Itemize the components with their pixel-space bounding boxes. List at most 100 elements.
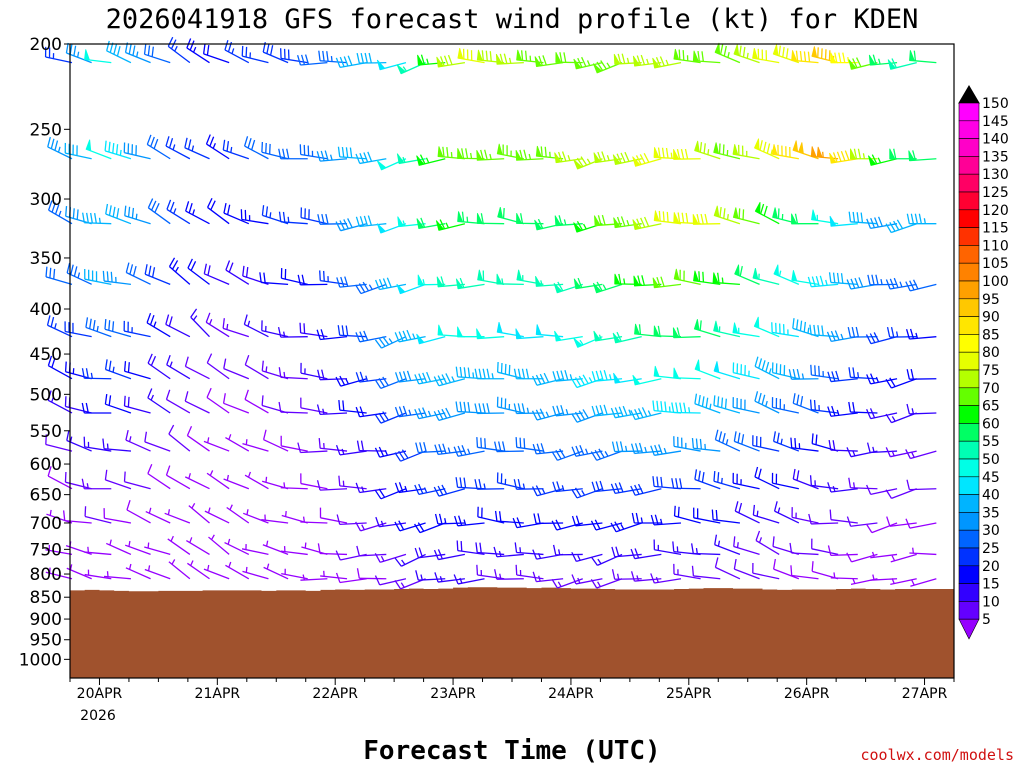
wind-barb: [317, 369, 348, 381]
wind-barb: [104, 140, 132, 160]
wind-barb: [513, 368, 544, 380]
wind-barb: [147, 463, 171, 490]
wind-barb: [223, 474, 250, 490]
wind-barb: [355, 371, 387, 383]
wind-barb: [555, 52, 583, 64]
wind-barb: [906, 213, 937, 225]
y-tick-label: 500: [30, 385, 62, 405]
wind-barb: [457, 47, 485, 64]
wind-barb: [259, 272, 289, 285]
wind-barb: [714, 429, 741, 452]
colorbar-label: 50: [982, 452, 1000, 468]
wind-barb: [48, 200, 73, 225]
colorbar-label: 85: [982, 327, 1000, 343]
wind-barb: [531, 408, 564, 421]
wind-barb: [887, 58, 917, 70]
wind-barb: [62, 510, 92, 524]
wind-barb: [571, 487, 603, 499]
wind-barb: [868, 54, 898, 66]
wind-barb: [44, 46, 73, 64]
wind-barb: [673, 268, 701, 285]
wind-barb: [754, 466, 780, 490]
wind-barb: [396, 153, 426, 165]
wind-barb: [165, 465, 191, 490]
wind-barb: [437, 324, 465, 338]
wind-barb: [416, 154, 446, 166]
wind-barb: [672, 541, 701, 556]
wind-barb: [652, 56, 682, 69]
wind-barb: [533, 513, 564, 525]
wind-barb: [713, 320, 741, 338]
wind-barb: [906, 479, 937, 491]
wind-barb: [263, 563, 289, 580]
wind-barb: [694, 359, 721, 380]
wind-barb: [336, 276, 367, 288]
wind-barb: [593, 151, 623, 164]
x-sub-label: 2026: [80, 708, 116, 724]
wind-barb: [187, 560, 210, 580]
wind-barb: [454, 515, 485, 527]
wind-barb: [830, 52, 858, 64]
terrain-area: [70, 587, 954, 678]
colorbar-swatch: [958, 227, 980, 246]
wind-barb: [650, 444, 682, 456]
colorbar-swatch: [958, 156, 980, 175]
wind-barb: [244, 389, 269, 414]
y-tick-label: 750: [30, 540, 62, 560]
wind-barb: [223, 358, 250, 380]
wind-barb: [335, 572, 367, 584]
wind-barb: [300, 473, 328, 490]
wind-barb: [694, 469, 721, 490]
wind-barb: [81, 402, 112, 414]
wind-barb: [712, 272, 740, 285]
wind-barb: [590, 448, 623, 461]
wind-barb: [886, 516, 917, 527]
colorbar-swatch: [958, 102, 980, 122]
wind-barb: [906, 403, 937, 415]
wind-barb: [611, 569, 642, 580]
wind-barb: [356, 52, 387, 64]
colorbar-swatch: [958, 280, 980, 300]
wind-barb: [807, 275, 839, 288]
wind-barb: [206, 470, 230, 490]
wind-barb: [870, 551, 898, 559]
wind-barb: [168, 424, 191, 452]
colorbar-swatch: [958, 547, 980, 567]
wind-barb: [772, 431, 800, 452]
wind-barb: [433, 549, 466, 561]
wind-barb: [453, 445, 485, 457]
wind-barb: [773, 501, 800, 524]
wind-barb: [590, 578, 623, 589]
wind-barb: [296, 54, 328, 66]
colorbar-label: 125: [982, 185, 1009, 201]
wind-barb: [571, 515, 603, 527]
wind-barb: [714, 42, 741, 64]
y-tick-label: 600: [30, 455, 62, 475]
wind-barb: [261, 514, 289, 524]
y-tick-label: 400: [30, 300, 62, 320]
wind-barb: [516, 269, 544, 285]
wind-barb: [732, 207, 760, 225]
colorbar-label: 80: [982, 345, 1000, 361]
chart-title: 2026041918 GFS forecast wind profile (kt…: [106, 4, 919, 35]
wind-barb: [865, 522, 898, 534]
wind-barb: [66, 564, 92, 580]
wind-barb: [374, 446, 407, 458]
colorbar-swatch: [958, 209, 980, 228]
wind-barb: [414, 483, 446, 495]
wind-barb: [317, 213, 348, 225]
wind-barb: [336, 514, 367, 526]
wind-barb: [630, 483, 662, 496]
wind-barb: [337, 146, 367, 160]
wind-barb: [433, 373, 466, 387]
wind-barb: [262, 540, 289, 556]
x-axis: 20APR 21APR 22APR 23APR 24APR 25APR 26APR 27APR: [69, 678, 955, 702]
wind-barb: [244, 471, 269, 490]
wind-barb: [754, 391, 780, 414]
x-tick-label: 26APR: [784, 686, 830, 702]
wind-barb: [733, 536, 760, 556]
wind-barb: [335, 444, 367, 456]
wind-barb: [124, 205, 151, 225]
wind-barb: [280, 482, 308, 490]
wind-barb: [144, 565, 171, 580]
